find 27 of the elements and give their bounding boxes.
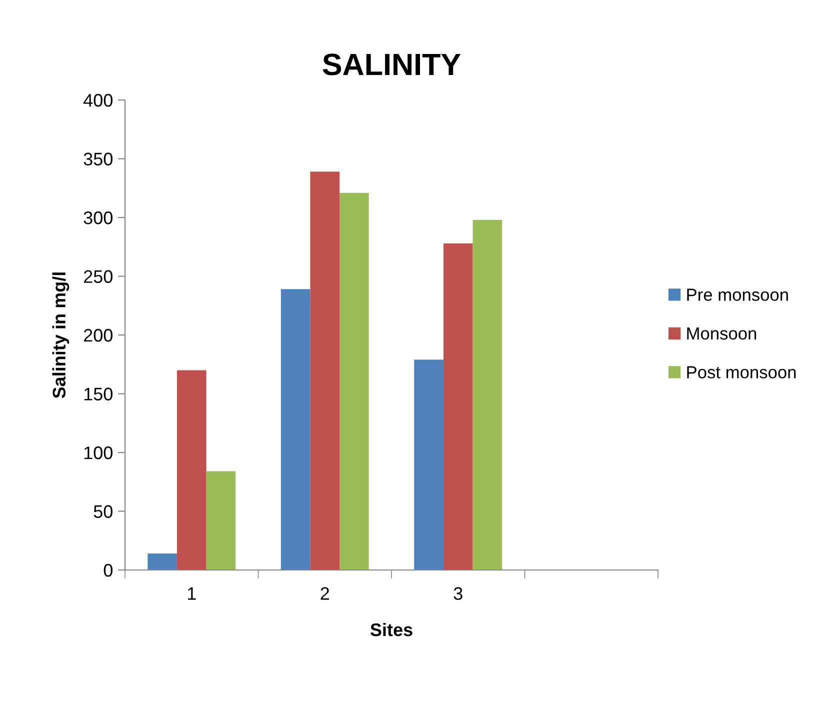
legend-label: Post monsoon [687,366,796,378]
chart-title: SALINITY [322,54,461,76]
y-axis-title: Salinity in mg/l [52,272,70,398]
y-tick-label: 50 [94,505,112,518]
y-tick-label: 0 [104,564,112,577]
y-tick-label: 100 [84,446,112,460]
bar [340,192,369,570]
bar [472,220,502,570]
y-tick-label: 350 [84,152,112,166]
x-tick-label: 3 [454,587,462,600]
bar [310,172,340,570]
bar [148,554,177,570]
bar [414,360,444,570]
x-tick-label: 1 [188,587,196,600]
y-tick-label: 150 [84,388,112,400]
x-axis-title: Sites [370,622,412,636]
bar [176,370,206,570]
legend-label: Pre monsoon [687,288,788,301]
bar [443,243,473,570]
bar [206,471,236,570]
y-tick-label: 300 [84,211,112,224]
y-tick-label: 250 [84,270,112,283]
x-tick-label: 2 [320,587,329,600]
y-tick-label: 400 [83,94,112,107]
legend-label: Monsoon [687,328,756,340]
bar [280,289,310,570]
y-tick-label: 200 [84,328,112,342]
